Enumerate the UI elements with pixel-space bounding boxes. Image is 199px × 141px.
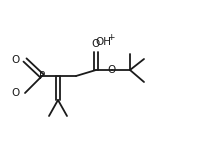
Text: O: O — [92, 39, 100, 49]
Text: O: O — [108, 65, 116, 75]
Text: OH: OH — [95, 37, 111, 47]
Text: O: O — [12, 88, 20, 98]
Text: O: O — [12, 55, 20, 65]
Text: +: + — [107, 32, 115, 41]
Text: P: P — [39, 71, 45, 81]
